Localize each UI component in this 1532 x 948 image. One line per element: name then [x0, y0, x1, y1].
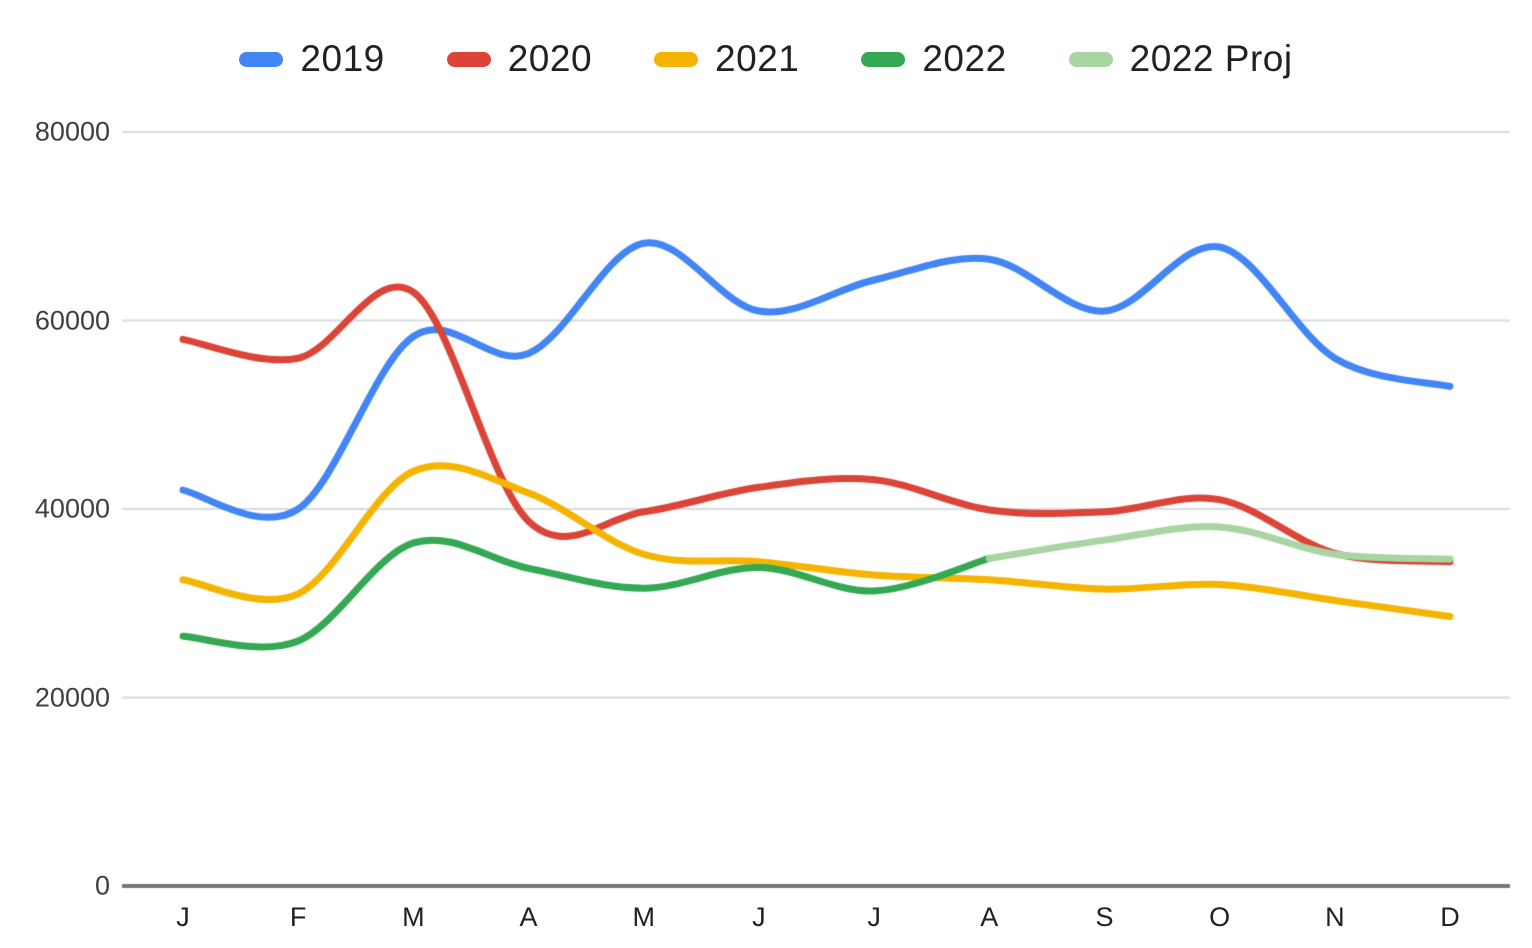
x-axis-tick-6-J: J — [867, 902, 881, 932]
legend-item-2022[interactable]: 2022 — [861, 38, 1006, 80]
y-axis-tick-60000: 60000 — [34, 305, 110, 335]
legend-swatch-icon — [239, 51, 284, 67]
x-axis-tick-2-M: M — [402, 902, 425, 932]
y-axis-tick-0: 0 — [94, 870, 110, 901]
legend-swatch-icon — [446, 51, 491, 67]
x-axis-tick-11-D: D — [1440, 902, 1460, 932]
legend-item-2020[interactable]: 2020 — [446, 38, 593, 80]
legend-swatch-icon — [861, 51, 906, 67]
x-axis-tick-10-N: N — [1325, 902, 1345, 932]
legend-label: 2022 Proj — [1129, 38, 1293, 79]
x-axis-tick-9-O: O — [1209, 902, 1231, 932]
chart-legend: 2019 2020 2021 2022 2022 Proj — [0, 38, 1532, 80]
legend-item-2019[interactable]: 2019 — [239, 38, 384, 80]
y-axis-tick-80000: 80000 — [34, 116, 110, 147]
legend-swatch-icon — [654, 51, 699, 67]
x-axis-tick-0-J: J — [176, 902, 190, 932]
x-axis-tick-1-F: F — [289, 902, 307, 932]
y-axis-tick-40000: 40000 — [34, 493, 110, 524]
y-axis-tick-20000: 20000 — [34, 682, 110, 712]
legend-item-2022-proj[interactable]: 2022 Proj — [1068, 38, 1293, 80]
x-axis-tick-4-M: M — [632, 902, 655, 932]
legend-label: 2021 — [715, 38, 800, 79]
legend-item-2021[interactable]: 2021 — [654, 38, 799, 80]
legend-label: 2019 — [300, 38, 385, 79]
legend-label: 2020 — [507, 38, 593, 79]
x-axis-tick-8-S: S — [1095, 902, 1114, 932]
x-axis-tick-7-A: A — [980, 902, 999, 932]
x-axis-tick-3-A: A — [519, 902, 538, 932]
legend-label: 2022 — [922, 38, 1007, 79]
legend-swatch-icon — [1068, 51, 1113, 67]
x-axis-tick-5-J: J — [752, 902, 766, 932]
